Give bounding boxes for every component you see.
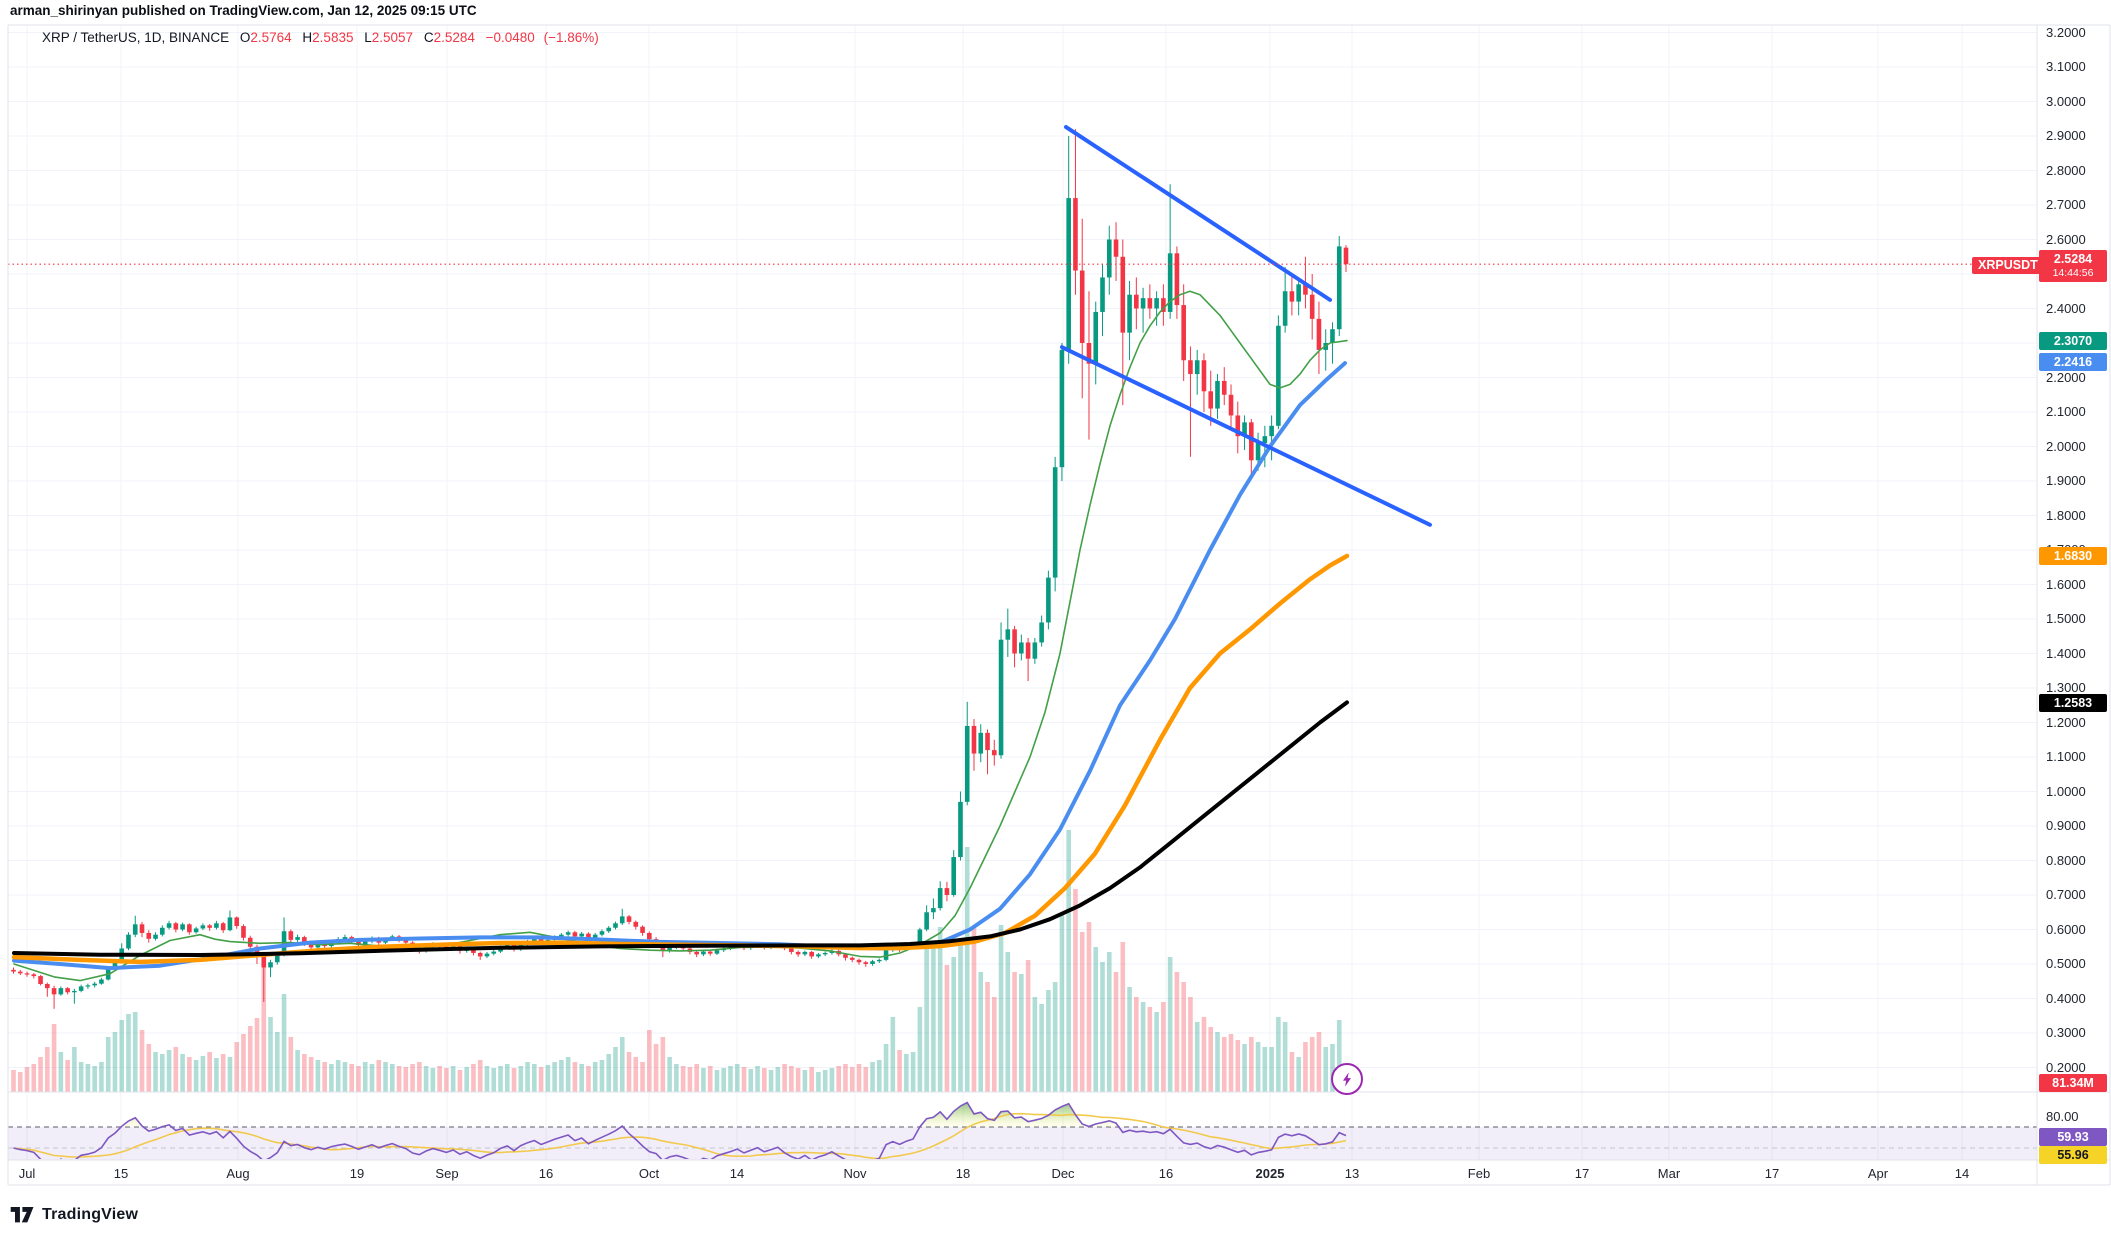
ma-overlays <box>11 290 1350 982</box>
rsi-band <box>8 1126 2037 1160</box>
sma100-badge: 1.6830 <box>2039 547 2107 565</box>
symbol-price-tag: XRPUSDT <box>1972 257 2044 274</box>
trendlines <box>1060 125 1432 527</box>
time-tick-label: Mar <box>1657 1166 1681 1181</box>
time-tick-label: Jul <box>18 1166 36 1181</box>
frame <box>7 24 2111 1186</box>
price-tick-label: 0.9000 <box>2046 818 2086 833</box>
sma200-badge: 1.2583 <box>2039 694 2107 712</box>
lightning-bolt-icon <box>1342 1071 1351 1087</box>
time-tick-label: 18 <box>955 1166 971 1181</box>
price-tick-label: 2.9000 <box>2046 128 2086 143</box>
ohlc-low-label: L <box>364 30 372 45</box>
ma-line-sma100 <box>11 553 1350 965</box>
ma-line-sma200 <box>12 700 1349 957</box>
time-tick-label: 16 <box>538 1166 554 1181</box>
tradingview-mark-icon <box>10 1207 34 1223</box>
price-tick-label: 1.3000 <box>2046 680 2086 695</box>
rsi-value-badge: 59.93 <box>2039 1128 2107 1146</box>
sma50-badge: 2.2416 <box>2039 353 2107 371</box>
price-tick-label: 3.1000 <box>2046 59 2086 74</box>
time-tick-label: 13 <box>1344 1166 1360 1181</box>
time-tick-label: Aug <box>226 1166 250 1181</box>
price-tick-label: 1.1000 <box>2046 749 2086 764</box>
time-tick-label: 17 <box>1574 1166 1590 1181</box>
trendline-lower <box>1060 345 1432 527</box>
price-tick-label: 0.7000 <box>2046 887 2086 902</box>
gridlines <box>8 25 2037 1160</box>
ohlc-low-value: 2.5057 <box>371 30 414 45</box>
price-tick-label: 2.1000 <box>2046 404 2086 419</box>
time-tick-label: 15 <box>113 1166 129 1181</box>
ohlc-close-value: 2.5284 <box>433 30 475 45</box>
price-tick-label: 1.5000 <box>2046 611 2086 626</box>
time-tick-label: Sep <box>435 1166 459 1181</box>
time-tick-label: Feb <box>1467 1166 1491 1181</box>
price-tick-label: 1.0000 <box>2046 783 2086 799</box>
price-tick-label: 2.2000 <box>2046 369 2086 385</box>
price-tick-label: 0.3000 <box>2046 1025 2086 1040</box>
publisher-line: arman_shirinyan published on TradingView… <box>10 3 477 18</box>
candles <box>11 129 1349 1009</box>
price-tick-label: 0.4000 <box>2046 990 2086 1006</box>
tradingview-logo-text: TradingView <box>42 1206 139 1223</box>
time-tick-label: Nov <box>843 1166 867 1181</box>
time-tick-label: 19 <box>349 1166 365 1181</box>
ma-line-ema21 <box>13 290 1348 982</box>
tradingview-logo[interactable]: TradingView <box>10 1206 138 1224</box>
lightning-button[interactable] <box>1331 1063 1363 1095</box>
time-tick-label: Dec <box>1051 1166 1075 1181</box>
time-tick-label: 14 <box>1954 1166 1970 1181</box>
price-tick-label: 1.9000 <box>2046 473 2086 488</box>
price-tick-label: 3.2000 <box>2046 24 2086 40</box>
symbol-title: XRP / TetherUS, 1D, BINANCE <box>42 30 230 45</box>
price-tick-label: 2.8000 <box>2046 162 2086 178</box>
price-tick-label: 1.8000 <box>2046 507 2086 523</box>
time-tick-label: 14 <box>729 1166 745 1181</box>
change-value: −0.0480 <box>485 30 535 45</box>
rsi-ma-line <box>13 1112 1347 1159</box>
time-tick-label: 17 <box>1764 1166 1780 1181</box>
price-tick-label: 0.8000 <box>2046 852 2086 868</box>
price-tick-label: 3.0000 <box>2046 93 2086 109</box>
price-tick-label: 2.4000 <box>2046 300 2086 316</box>
rsi-ma-badge: 55.96 <box>2039 1146 2107 1164</box>
time-tick-label: 16 <box>1158 1166 1174 1181</box>
price-tick-label: 2.0000 <box>2046 438 2086 454</box>
price-tick-label: 1.2000 <box>2046 714 2086 730</box>
price-tick-label: 0.5000 <box>2046 956 2086 971</box>
price-tick-label: 2.6000 <box>2046 231 2086 247</box>
volume-bars <box>11 830 1349 1092</box>
rsi-scale-label: 80.00 <box>2046 1109 2079 1124</box>
ma-line-sma50 <box>12 361 1347 971</box>
symbol-legend: XRP / TetherUS, 1D, BINANCE O2.5764 H2.5… <box>42 30 599 45</box>
rsi-plot <box>13 1101 1347 1159</box>
price-tick-label: 0.2000 <box>2046 1059 2086 1075</box>
trendline-upper <box>1064 125 1332 302</box>
price-tick-label: 2.7000 <box>2046 197 2086 212</box>
time-tick-label: Apr <box>1867 1166 1889 1181</box>
ohlc-high-label: H <box>302 30 313 45</box>
price-tick-label: 1.4000 <box>2046 645 2086 661</box>
last-price-badge: 2.5284 14:44:56 <box>2039 250 2107 282</box>
bar-countdown: 14:44:56 <box>2052 267 2094 279</box>
ohlc-open-label: O <box>239 30 251 45</box>
price-tick-label: 0.6000 <box>2046 921 2086 937</box>
change-percent: (−1.86%) <box>543 30 599 45</box>
time-tick-label: 2025 <box>1255 1166 1285 1181</box>
price-tick-label: 1.6000 <box>2046 576 2086 592</box>
ohlc-open-value: 2.5764 <box>250 30 292 45</box>
ema21-badge: 2.3070 <box>2039 332 2107 350</box>
time-tick-label: Oct <box>638 1166 660 1181</box>
last-price-value: 2.5284 <box>2053 252 2093 266</box>
ohlc-close-label: C <box>423 30 434 45</box>
ohlc-high-value: 2.5835 <box>312 30 354 45</box>
rsi-line <box>13 1101 1347 1159</box>
volume-badge: 81.34M <box>2039 1074 2107 1092</box>
